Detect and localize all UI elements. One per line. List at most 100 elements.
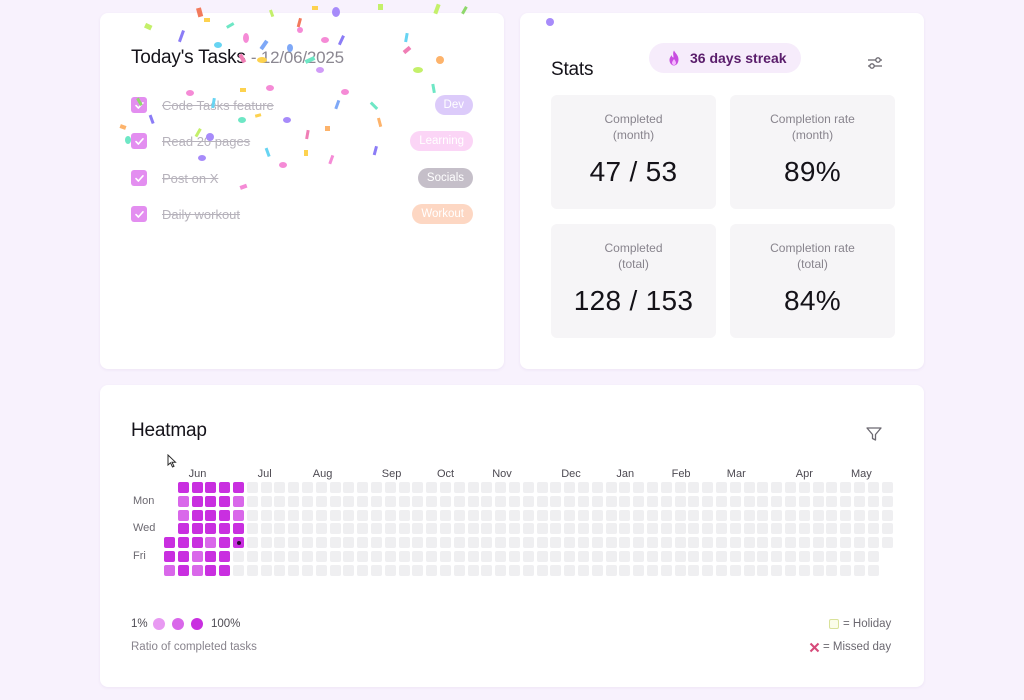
heatmap-cell[interactable] bbox=[867, 564, 879, 576]
heatmap-cell[interactable] bbox=[371, 509, 382, 521]
heatmap-cell[interactable] bbox=[812, 523, 824, 535]
heatmap-cell[interactable] bbox=[812, 564, 824, 576]
heatmap-cell[interactable] bbox=[798, 537, 810, 549]
heatmap-cell[interactable] bbox=[467, 537, 479, 549]
heatmap-cell[interactable] bbox=[509, 523, 520, 535]
heatmap-cell[interactable] bbox=[329, 509, 341, 521]
heatmap-cell[interactable] bbox=[177, 495, 189, 507]
heatmap-cell[interactable] bbox=[453, 509, 465, 521]
heatmap-cell[interactable] bbox=[688, 564, 700, 576]
heatmap-cell[interactable] bbox=[357, 537, 369, 549]
heatmap-cell[interactable] bbox=[315, 509, 327, 521]
heatmap-cell[interactable] bbox=[854, 495, 865, 507]
heatmap-cell[interactable] bbox=[578, 523, 589, 535]
heatmap-cell[interactable] bbox=[647, 482, 658, 493]
heatmap-cell[interactable] bbox=[633, 495, 645, 507]
heatmap-cell[interactable] bbox=[440, 537, 451, 549]
heatmap-cell[interactable] bbox=[426, 509, 438, 521]
heatmap-cell[interactable] bbox=[205, 523, 217, 535]
heatmap-cell[interactable] bbox=[398, 523, 410, 535]
heatmap-cell[interactable] bbox=[729, 495, 741, 507]
heatmap-cell[interactable] bbox=[219, 537, 231, 549]
heatmap-cell[interactable] bbox=[674, 495, 686, 507]
heatmap-cell[interactable] bbox=[398, 509, 410, 521]
heatmap-cell[interactable] bbox=[785, 509, 796, 521]
heatmap-cell[interactable] bbox=[481, 482, 493, 493]
heatmap-cell[interactable] bbox=[688, 523, 700, 535]
heatmap-cell[interactable] bbox=[453, 523, 465, 535]
heatmap-cell[interactable] bbox=[426, 564, 438, 576]
heatmap-cell[interactable] bbox=[426, 523, 438, 535]
heatmap-cell[interactable] bbox=[660, 482, 672, 493]
heatmap-cell[interactable] bbox=[205, 509, 217, 521]
heatmap-cell[interactable] bbox=[660, 509, 672, 521]
heatmap-cell[interactable] bbox=[826, 495, 838, 507]
heatmap-cell[interactable] bbox=[302, 509, 313, 521]
heatmap-cell[interactable] bbox=[757, 523, 769, 535]
heatmap-cell[interactable] bbox=[509, 495, 520, 507]
heatmap-cell[interactable] bbox=[550, 523, 562, 535]
heatmap-cell[interactable] bbox=[233, 482, 244, 493]
heatmap-cell[interactable] bbox=[315, 482, 327, 493]
heatmap-cell[interactable] bbox=[881, 523, 893, 535]
heatmap-cell[interactable] bbox=[578, 564, 589, 576]
heatmap-cell[interactable] bbox=[371, 564, 382, 576]
heatmap-cell[interactable] bbox=[674, 537, 686, 549]
heatmap-cell[interactable] bbox=[412, 509, 424, 521]
heatmap-cell[interactable] bbox=[288, 564, 300, 576]
heatmap-cell[interactable] bbox=[191, 564, 203, 576]
heatmap-cell[interactable] bbox=[191, 523, 203, 535]
heatmap-cell[interactable] bbox=[605, 523, 617, 535]
heatmap-cell[interactable] bbox=[453, 495, 465, 507]
heatmap-cell[interactable] bbox=[757, 509, 769, 521]
heatmap-cell[interactable] bbox=[302, 495, 313, 507]
heatmap-cell[interactable] bbox=[619, 509, 631, 521]
heatmap-cell[interactable] bbox=[550, 551, 562, 562]
heatmap-cell[interactable] bbox=[329, 523, 341, 535]
heatmap-cell[interactable] bbox=[177, 509, 189, 521]
heatmap-cell[interactable] bbox=[412, 551, 424, 562]
heatmap-cell[interactable] bbox=[177, 564, 189, 576]
heatmap-cell[interactable] bbox=[343, 537, 355, 549]
heatmap-cell[interactable] bbox=[288, 537, 300, 549]
heatmap-cell[interactable] bbox=[495, 537, 507, 549]
heatmap-cell[interactable] bbox=[536, 564, 548, 576]
heatmap-cell[interactable] bbox=[481, 551, 493, 562]
heatmap-cell[interactable] bbox=[288, 523, 300, 535]
heatmap-cell[interactable] bbox=[826, 509, 838, 521]
filter-icon[interactable] bbox=[865, 425, 883, 443]
heatmap-cell[interactable] bbox=[288, 551, 300, 562]
heatmap-cell[interactable] bbox=[274, 495, 286, 507]
heatmap-cell[interactable] bbox=[716, 495, 727, 507]
heatmap-cell[interactable] bbox=[605, 564, 617, 576]
heatmap-cell[interactable] bbox=[219, 495, 231, 507]
heatmap-cell[interactable] bbox=[785, 523, 796, 535]
heatmap-cell[interactable] bbox=[260, 551, 272, 562]
heatmap-cell[interactable] bbox=[205, 551, 217, 562]
heatmap-cell[interactable] bbox=[536, 482, 548, 493]
heatmap-cell[interactable] bbox=[412, 537, 424, 549]
heatmap-cell[interactable] bbox=[729, 482, 741, 493]
heatmap-cell[interactable] bbox=[246, 482, 258, 493]
heatmap-cell[interactable] bbox=[357, 551, 369, 562]
heatmap-cell[interactable] bbox=[771, 551, 783, 562]
heatmap-cell[interactable] bbox=[495, 495, 507, 507]
heatmap-cell[interactable] bbox=[688, 495, 700, 507]
heatmap-cell[interactable] bbox=[177, 523, 189, 535]
heatmap-cell[interactable] bbox=[343, 495, 355, 507]
heatmap-cell[interactable] bbox=[343, 509, 355, 521]
heatmap-cell[interactable] bbox=[384, 564, 396, 576]
heatmap-cell[interactable] bbox=[674, 564, 686, 576]
heatmap-cell[interactable] bbox=[219, 509, 231, 521]
heatmap-cell[interactable] bbox=[619, 523, 631, 535]
heatmap-cell[interactable] bbox=[757, 495, 769, 507]
heatmap-cell[interactable] bbox=[260, 509, 272, 521]
heatmap-cell[interactable] bbox=[771, 523, 783, 535]
heatmap-cell[interactable] bbox=[315, 551, 327, 562]
heatmap-cell[interactable] bbox=[633, 509, 645, 521]
heatmap-cell[interactable] bbox=[233, 564, 244, 576]
heatmap-cell[interactable] bbox=[729, 564, 741, 576]
heatmap-cell[interactable] bbox=[605, 509, 617, 521]
heatmap-cell[interactable] bbox=[647, 564, 658, 576]
heatmap-cell[interactable] bbox=[384, 551, 396, 562]
